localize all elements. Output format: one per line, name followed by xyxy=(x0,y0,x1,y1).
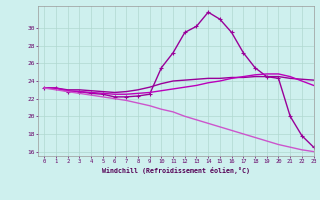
X-axis label: Windchill (Refroidissement éolien,°C): Windchill (Refroidissement éolien,°C) xyxy=(102,167,250,174)
